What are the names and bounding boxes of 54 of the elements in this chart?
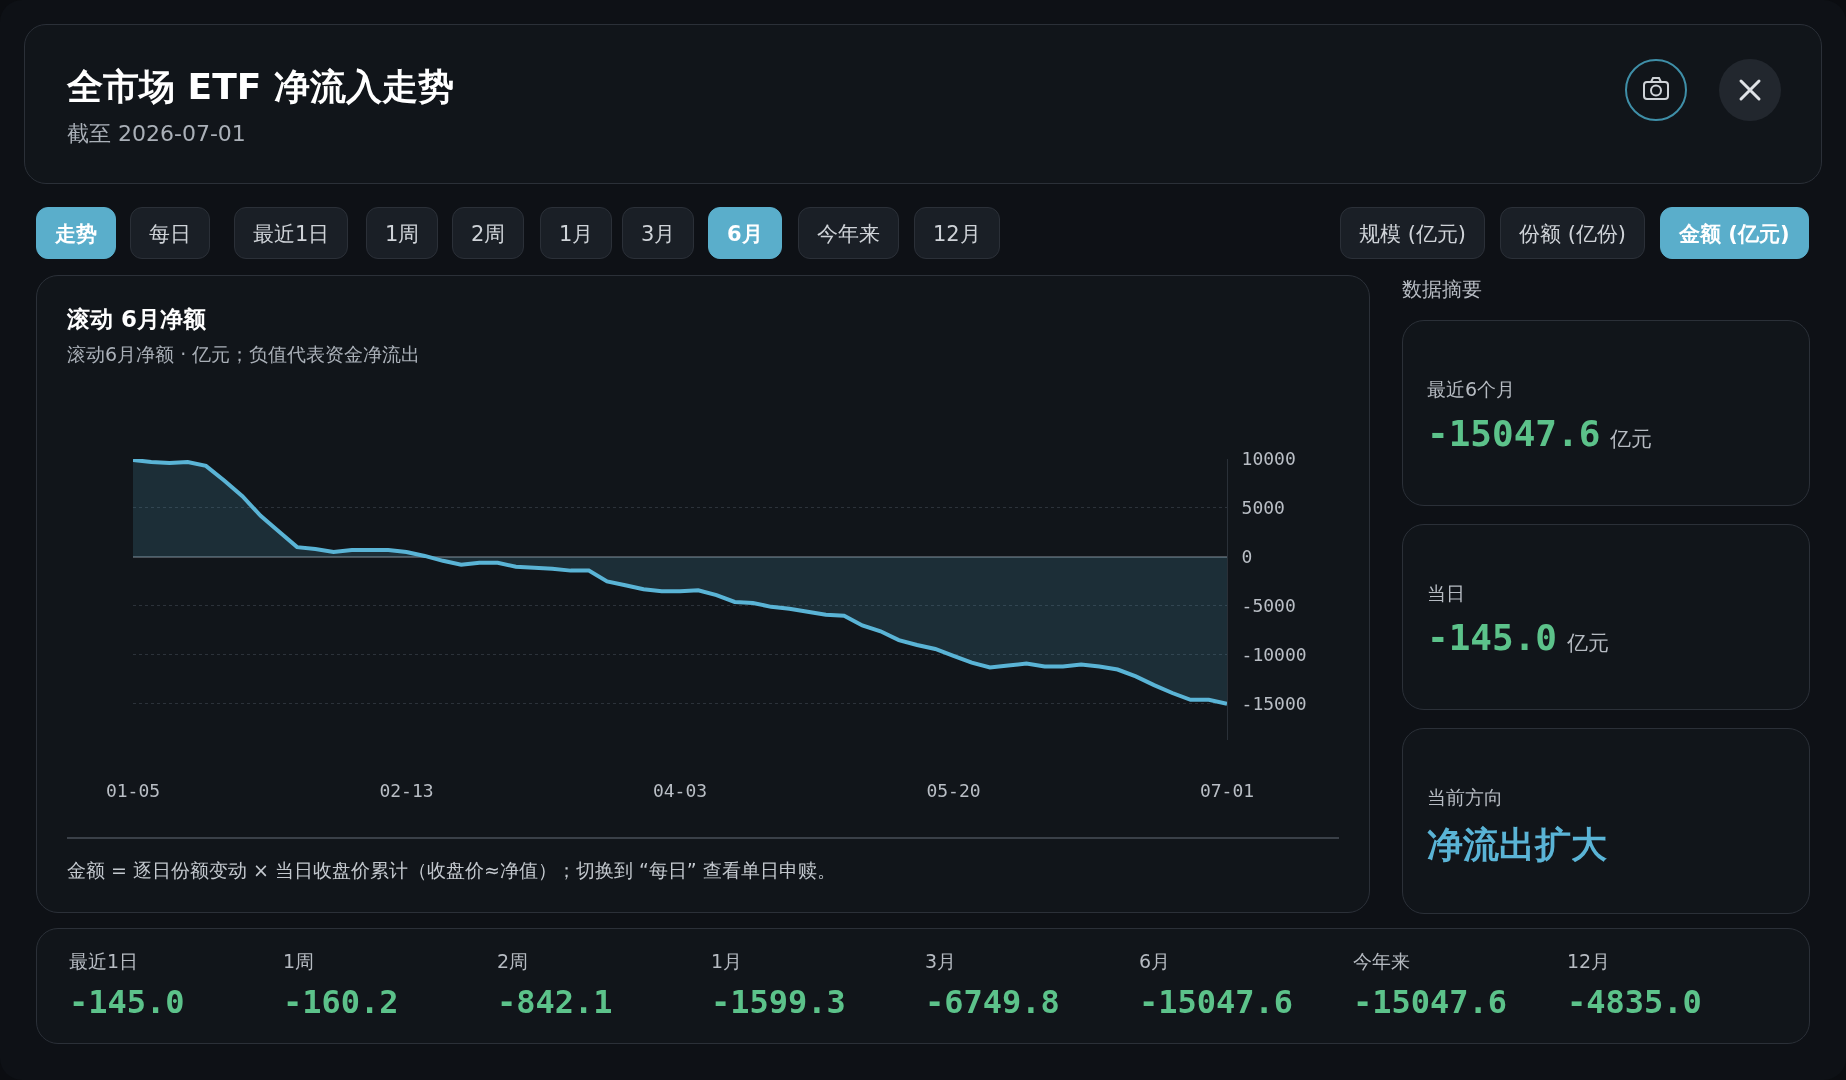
text: 数据摘要 xyxy=(1402,276,1482,303)
text: 走势 xyxy=(36,207,116,259)
x-tick-label: 02-13 xyxy=(379,780,434,801)
text: 当日 xyxy=(1427,581,1465,606)
text: -145.0 xyxy=(69,983,185,1021)
text: 亿元 xyxy=(1610,427,1653,451)
x-tick-label: 05-20 xyxy=(926,780,981,801)
x-tick-label: 01-05 xyxy=(105,780,161,801)
text: 净流出扩大 xyxy=(1427,824,1607,865)
text: 3月 xyxy=(622,207,695,259)
y-tick-label: -15000 xyxy=(1241,693,1307,715)
y-tick-label: 5000 xyxy=(1241,497,1285,519)
x-tick-label: 07-01 xyxy=(1199,780,1255,801)
text: -15047.6 xyxy=(1353,983,1508,1021)
text: 3月 xyxy=(925,949,957,974)
text: 今年来 xyxy=(798,207,899,259)
text: 最近1日 xyxy=(234,207,349,259)
text: 规模 (亿元) xyxy=(1340,207,1486,259)
y-tick-label: -10000 xyxy=(1241,644,1307,666)
x-tick-label: 04-03 xyxy=(652,780,708,801)
text: 最近6个月 xyxy=(1427,377,1516,402)
text: 今年来 xyxy=(1353,949,1410,974)
text: 截至 2026-07-01 xyxy=(67,120,246,148)
text: -15047.6 xyxy=(1427,413,1601,454)
text: 12月 xyxy=(914,207,1000,259)
text: -6749.8 xyxy=(925,983,1060,1021)
y-tick-label: -5000 xyxy=(1241,595,1296,617)
text: -1599.3 xyxy=(711,983,846,1021)
text: 12月 xyxy=(1567,949,1611,974)
text: -145.0 xyxy=(1427,617,1558,658)
text: 1月 xyxy=(711,949,743,974)
text: 1月 xyxy=(540,207,613,259)
text: -160.2 xyxy=(283,983,399,1021)
text: 当前方向 xyxy=(1427,785,1503,810)
text: 2周 xyxy=(452,207,525,259)
text: -4835.0 xyxy=(1567,983,1702,1021)
text: 最近1日 xyxy=(69,949,139,974)
text: 2周 xyxy=(497,949,529,974)
y-tick-label: 0 xyxy=(1241,546,1253,568)
text: 6月 xyxy=(708,207,782,259)
text: 金额 = 逐日份额变动 × 当日收盘价累计（收盘价≈净值）；切换到 “每日” 查看单日申赎。 xyxy=(67,858,836,883)
text: 份额 (亿份) xyxy=(1500,207,1646,259)
text: 6月 xyxy=(1139,949,1171,974)
text: 全市场 ETF 净流入走势 xyxy=(67,65,454,109)
chart-subtitle: 滚动6月净额 · 亿元；负值代表资金净流出 xyxy=(67,342,421,367)
text: -842.1 xyxy=(497,983,613,1021)
text: 1周 xyxy=(366,207,439,259)
text: 1周 xyxy=(283,949,315,974)
y-tick-label: 10000 xyxy=(1241,448,1296,470)
text: 金额 (亿元) xyxy=(1660,207,1809,259)
text: 亿元 xyxy=(1567,631,1610,655)
chart-title: 滚动 6月净额 xyxy=(67,305,207,334)
text: 每日 xyxy=(130,207,210,259)
text: -15047.6 xyxy=(1139,983,1294,1021)
